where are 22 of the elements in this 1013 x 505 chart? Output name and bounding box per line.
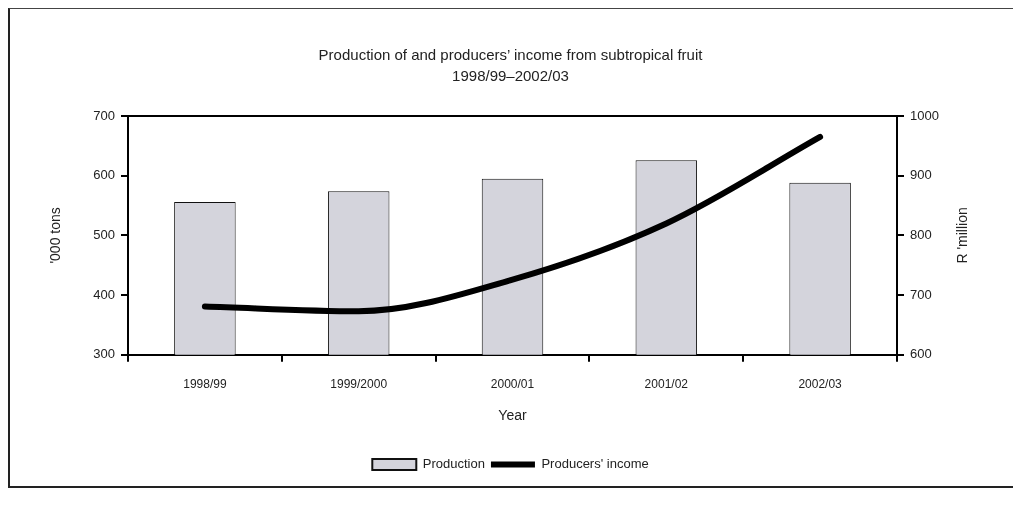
y2-tick-label: 1000: [910, 107, 939, 123]
y2-axis-title: R 'million: [953, 207, 970, 264]
y2-tick-label: 700: [910, 286, 932, 302]
chart-title: Production of and producers’ income from subtropical fruit: [318, 46, 704, 64]
y-tick-label: 300: [93, 346, 115, 362]
x-tick-label: 2002/03: [798, 377, 843, 392]
y2-tick-label: 800: [910, 226, 932, 242]
y-tick-label: 700: [93, 107, 115, 123]
y2-tick-label: 900: [910, 167, 932, 183]
y-tick-label: 400: [93, 286, 115, 302]
x-tick-label: 2000/01: [490, 377, 535, 392]
x-tick-label: 1999/2000: [330, 377, 388, 392]
x-tick-label: 2001/02: [644, 377, 689, 392]
chart-subtitle: 1998/99–2002/03: [452, 67, 569, 85]
y2-tick-label: 600: [910, 346, 932, 362]
y-axis-title: '000 tons: [47, 207, 64, 264]
y-tick-label: 500: [93, 226, 115, 242]
x-tick-label: 1998/99: [183, 377, 227, 392]
y-tick-label: 600: [93, 167, 115, 183]
x-axis-title: Year: [498, 407, 527, 424]
legend-label: Producers' income: [541, 456, 649, 472]
legend-label: Production: [422, 456, 485, 472]
